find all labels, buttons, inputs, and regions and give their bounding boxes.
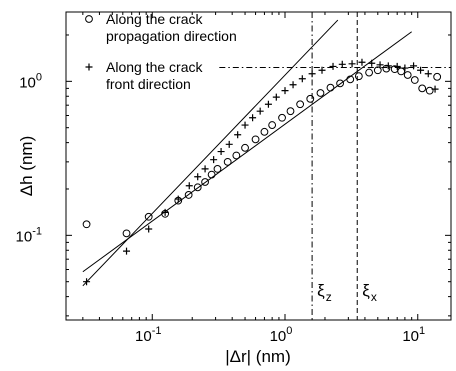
circle-data-point	[193, 183, 202, 192]
circle-data-point	[223, 157, 232, 166]
reference-lines: ξz ξx	[219, 12, 451, 320]
legend-label: front direction	[106, 76, 191, 92]
plus-data-point	[194, 173, 202, 181]
plus-data-point	[329, 62, 337, 70]
legend-label: Along the crack	[106, 59, 203, 75]
plus-data-point	[384, 62, 392, 70]
x-tick-exponent: -1	[152, 325, 162, 337]
legend-circle-marker	[85, 15, 93, 23]
plus-data-point	[368, 59, 376, 67]
circle-data-point	[382, 64, 391, 73]
circle-data-point	[268, 121, 277, 129]
circle-data-point	[82, 220, 91, 229]
plus-data-point	[393, 62, 401, 70]
legend-plus-marker	[85, 63, 93, 71]
circle-data-point	[410, 76, 419, 84]
circle-fit-line	[82, 31, 412, 273]
x-tick-exponent: 0	[286, 325, 292, 337]
circle-data-point	[306, 94, 315, 103]
plus-data-point	[376, 61, 384, 69]
plus-data-point	[174, 195, 182, 203]
plus-data-point	[225, 140, 233, 148]
plus-data-point	[298, 75, 306, 83]
y-axis-label: Δh (nm)	[17, 136, 36, 196]
circle-data-point	[425, 86, 434, 95]
plus-fit-line	[82, 19, 339, 287]
plus-data-point	[123, 247, 131, 255]
y-tick-label: 10-1	[16, 225, 42, 245]
plus-data-point	[417, 66, 425, 74]
circle-data-point	[397, 67, 406, 76]
plus-data-point	[185, 182, 193, 190]
plus-data-point	[256, 107, 264, 115]
circle-data-point	[354, 72, 363, 81]
x-axis-label: |Δr| (nm)	[225, 347, 291, 366]
plus-data-point	[338, 60, 346, 68]
circle-data-point	[365, 68, 373, 77]
plus-data-point	[217, 148, 225, 156]
plus-data-point	[234, 131, 242, 139]
circle-data-point	[316, 89, 325, 97]
circle-data-point	[201, 178, 209, 186]
plus-data-point	[201, 165, 209, 173]
plus-data-point	[145, 225, 153, 233]
circle-data-point	[144, 212, 153, 221]
circle-data-point	[326, 83, 335, 92]
circle-data-point	[184, 191, 193, 199]
reference-line-subscript: z	[326, 290, 332, 304]
y-tick-exponent: -1	[32, 225, 42, 237]
legend-label: propagation direction	[106, 28, 237, 44]
plus-data-point	[289, 81, 297, 89]
circle-data-point	[433, 72, 442, 81]
data-markers	[82, 58, 442, 286]
x-tick-label: 100	[270, 325, 293, 345]
circle-data-point	[418, 84, 427, 93]
plus-data-point	[272, 93, 280, 101]
circle-data-point	[403, 71, 412, 79]
x-tick-exponent: 1	[419, 325, 425, 337]
circle-data-point	[241, 143, 249, 152]
reference-line-label-z: ξz	[317, 281, 332, 304]
circle-data-point	[232, 151, 241, 160]
circle-data-point	[122, 229, 131, 238]
circle-data-point	[207, 170, 216, 179]
reference-line-label-x: ξx	[362, 281, 377, 304]
plus-data-point	[241, 121, 249, 129]
plus-data-point	[83, 278, 91, 286]
x-tick-label: 10-1	[135, 325, 161, 345]
plus-data-point	[401, 64, 409, 72]
circle-data-point	[336, 79, 344, 88]
plot-frame	[65, 11, 452, 321]
circle-data-point	[373, 66, 382, 75]
plus-data-point	[348, 60, 356, 68]
plus-data-point	[264, 100, 272, 108]
circle-data-point	[346, 75, 355, 84]
x-tick-label: 101	[402, 325, 425, 345]
circle-data-point	[260, 127, 269, 136]
plus-data-point	[249, 114, 257, 122]
plus-data-point	[161, 208, 169, 216]
reference-line-subscript: x	[371, 290, 377, 304]
plus-data-point	[431, 85, 439, 93]
plus-data-point	[281, 87, 289, 95]
circle-data-point	[278, 113, 286, 122]
plus-data-point	[410, 62, 418, 70]
circle-data-point	[286, 107, 295, 116]
y-tick-exponent: 0	[36, 71, 42, 83]
plus-data-point	[308, 70, 316, 78]
circle-data-point	[213, 165, 222, 173]
plus-data-point	[424, 70, 432, 78]
circle-data-point	[251, 135, 260, 144]
plus-data-point	[318, 66, 326, 74]
plus-data-point	[210, 156, 218, 164]
legend-label: Along the crack	[106, 11, 203, 27]
plus-data-point	[358, 58, 366, 66]
circle-data-point	[296, 100, 305, 109]
fit-lines	[82, 19, 412, 287]
y-tick-label: 100	[19, 71, 42, 91]
